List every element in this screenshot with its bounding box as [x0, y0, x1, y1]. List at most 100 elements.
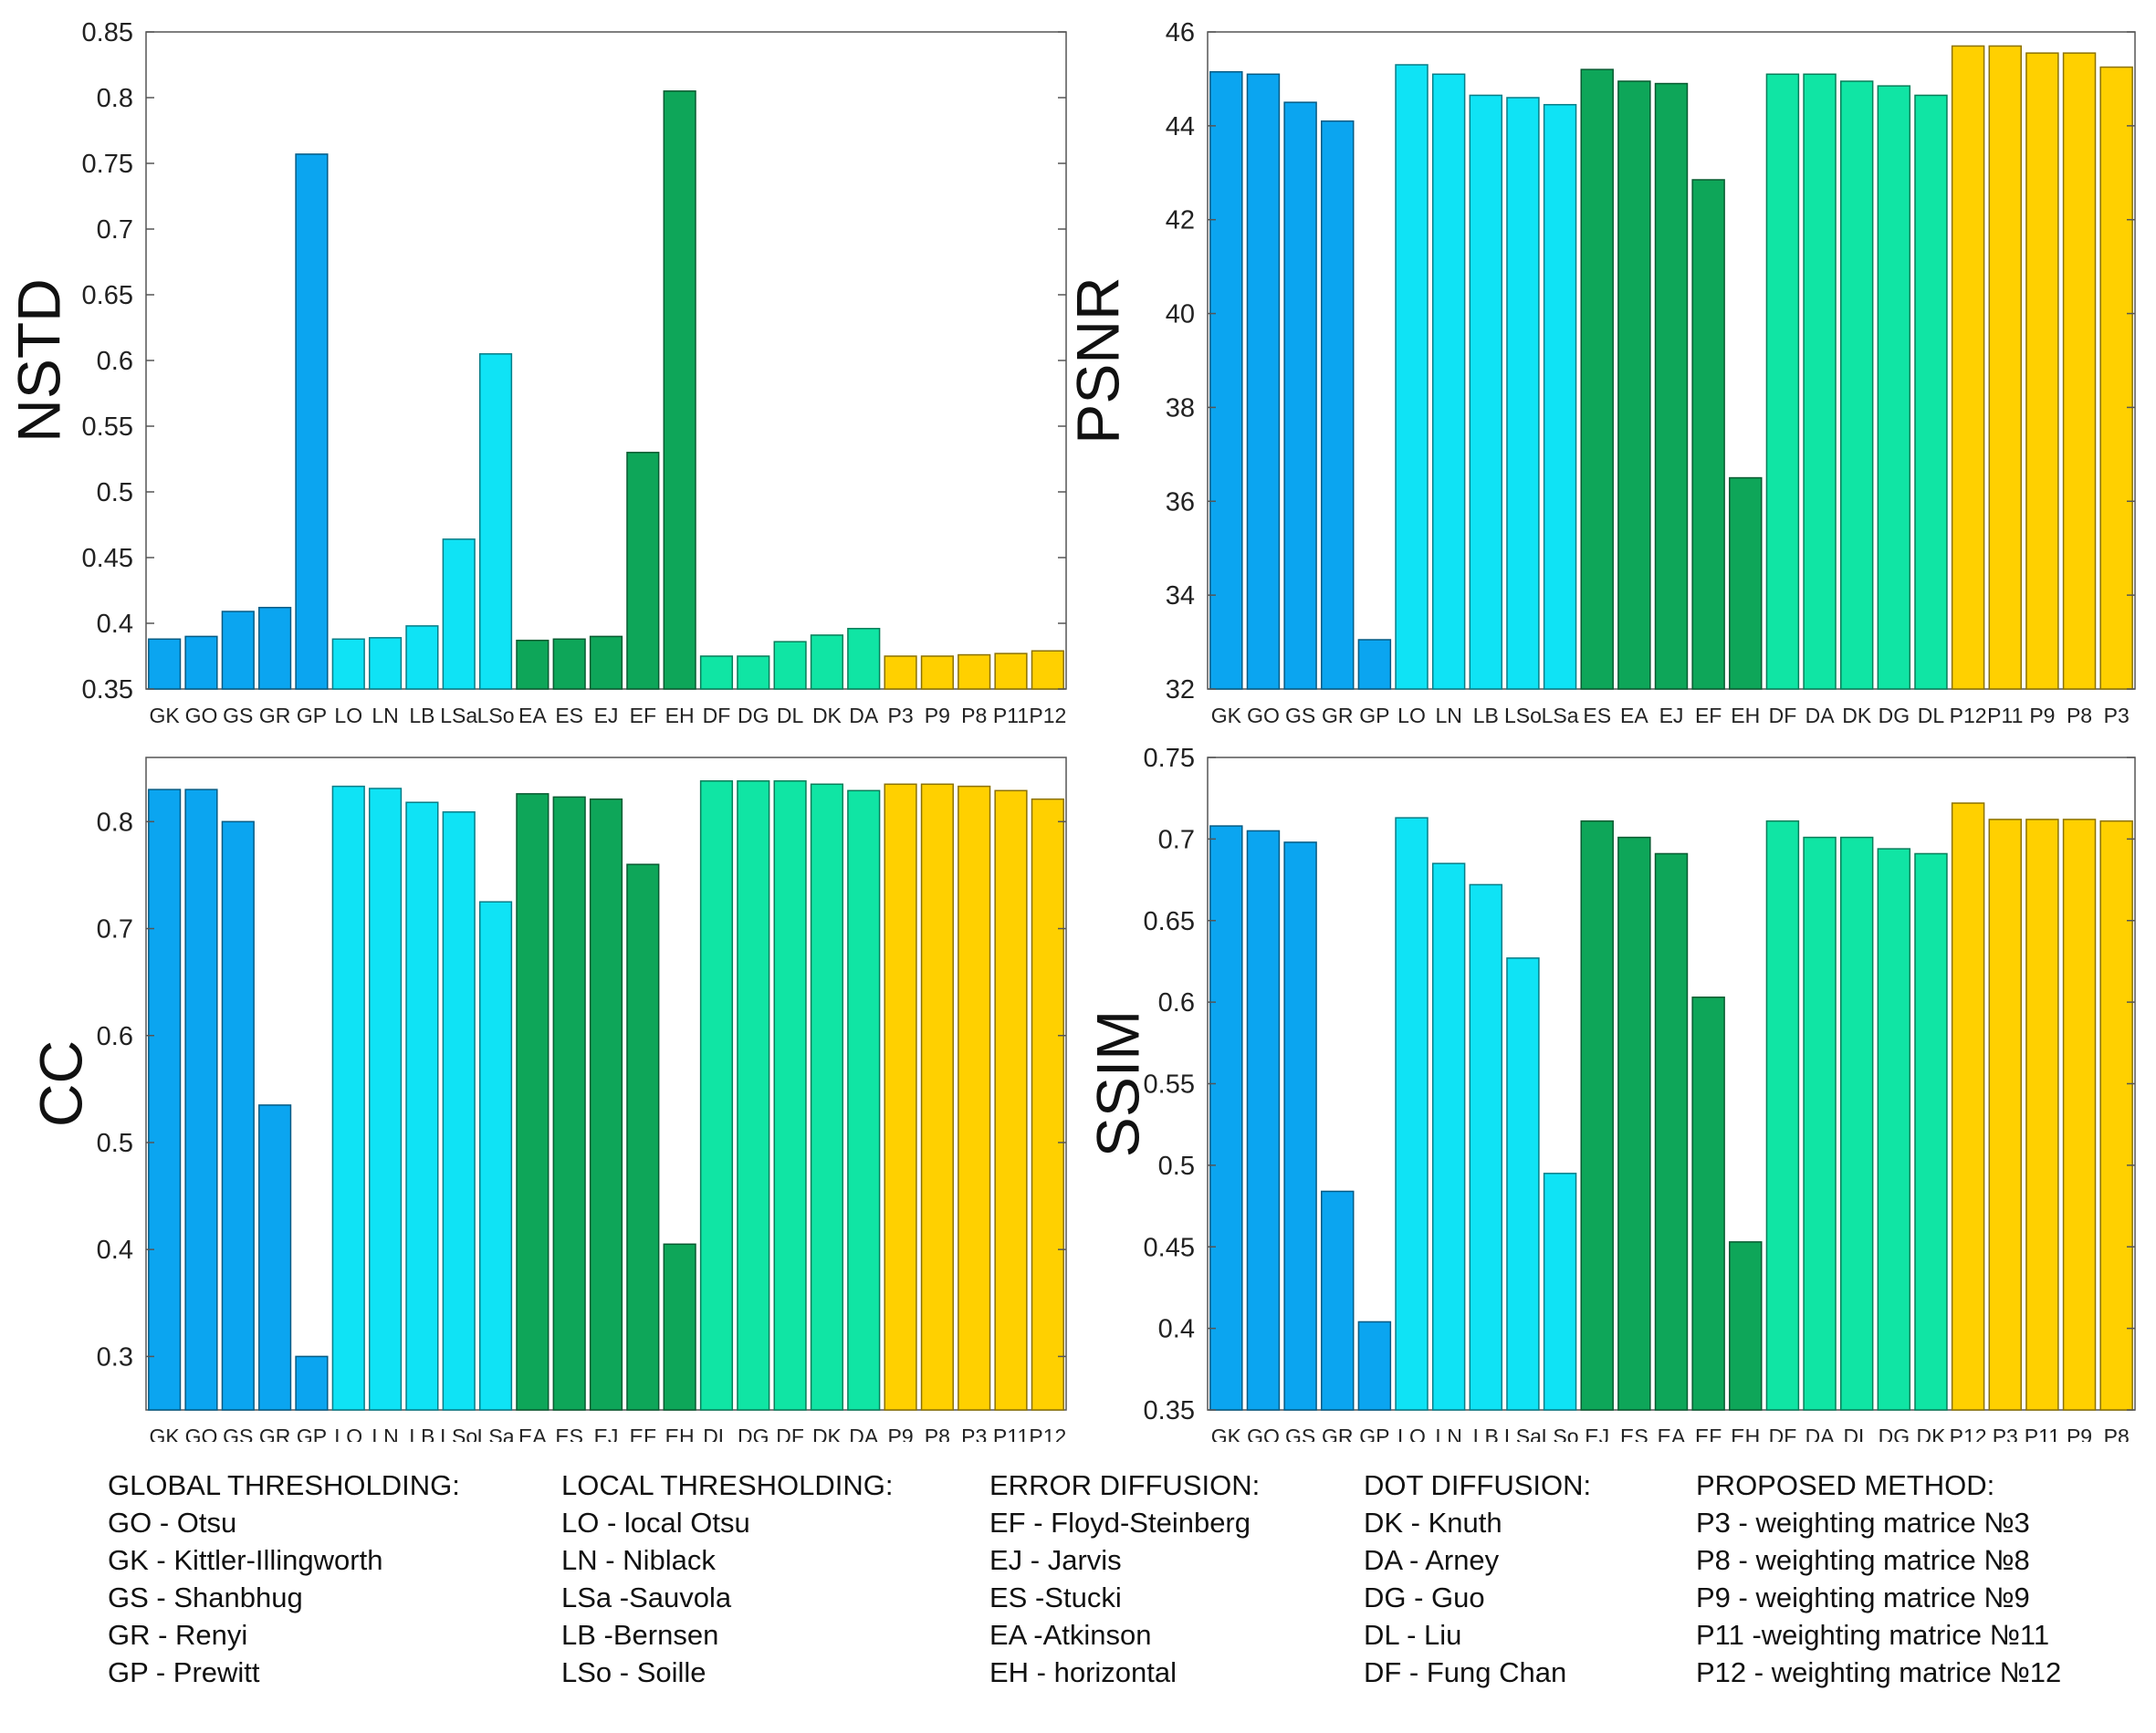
bar-DA: [1803, 73, 1837, 690]
bar-ES: [1580, 68, 1614, 690]
x-tick-label: P12: [1950, 1425, 1987, 1442]
bar-P11: [994, 652, 1028, 690]
legend-item: DF - Fung Chan: [1364, 1656, 1567, 1688]
bar-EA: [516, 793, 549, 1411]
bar-P11: [994, 789, 1028, 1411]
y-tick-label: 0.35: [82, 675, 133, 705]
bar-EH: [663, 90, 696, 690]
legend-item: P11 -weighting matrice №11: [1696, 1619, 2050, 1651]
x-tick-label: EF: [630, 1425, 656, 1442]
bar-P3: [958, 785, 991, 1411]
bar-LN: [1431, 73, 1466, 690]
bar-GS: [1283, 841, 1317, 1411]
y-tick-label: 0.55: [82, 412, 133, 442]
bar-LB: [1469, 94, 1503, 690]
plot-area: [145, 31, 1067, 690]
x-tick-label: GK: [1211, 1425, 1242, 1442]
x-tick-label: GR: [1322, 1425, 1354, 1442]
legend-heading-error: ERROR DIFFUSION:: [989, 1469, 1261, 1501]
legend: GLOBAL THRESHOLDING: GO - Otsu GK - Kitt…: [0, 1467, 2156, 1722]
bar-EJ: [589, 798, 623, 1411]
legend-item: GK - Kittler-Illingworth: [108, 1544, 383, 1576]
x-tick-label: GP: [1359, 704, 1389, 727]
y-tick-label: 0.4: [97, 1236, 133, 1265]
bar-GP: [1357, 1321, 1392, 1411]
x-tick-label: GS: [223, 704, 253, 727]
x-tick-label: EA: [1658, 1425, 1686, 1442]
bar-LB: [405, 801, 439, 1411]
bar-EH: [1729, 476, 1763, 690]
bar-GO: [184, 788, 218, 1411]
x-tick-label: LSa: [1504, 1425, 1542, 1442]
x-tick-label: GK: [150, 704, 181, 727]
bar-P3: [2099, 66, 2133, 690]
legend-item: P9 - weighting matrice №9: [1696, 1582, 2030, 1613]
legend-heading-dot: DOT DIFFUSION:: [1364, 1469, 1592, 1501]
legend-item: P3 - weighting matrice №3: [1696, 1507, 2030, 1539]
y-tick-label: 0.6: [97, 347, 133, 376]
legend-error: ERROR DIFFUSION: EF - Floyd-Steinberg EJ…: [989, 1467, 1260, 1691]
chart-nstd: 0.35 0.4 0.45 0.5 0.55 0.6 0.65 0.7 0.75 0.8 0.85 G…: [5, 18, 1067, 727]
x-tick-label: LSo: [1504, 704, 1542, 727]
bar-EA: [1654, 852, 1689, 1411]
x-tick-label: P8: [2067, 704, 2092, 727]
x-tick-label: P11: [993, 1425, 1029, 1442]
bar-P8: [920, 783, 954, 1411]
x-tick-label: GO: [185, 704, 218, 727]
bar-DF: [1765, 73, 1800, 690]
y-tick-label: 0.4: [97, 610, 133, 639]
x-tick-label: P11: [993, 704, 1029, 727]
bar-DG: [1877, 85, 1911, 690]
charts-figure: 0.35 0.4 0.45 0.5 0.55 0.6 0.65 0.7 0.75 0.8 0.85 G…: [5, 18, 2136, 1442]
legend-item: P8 - weighting matrice №8: [1696, 1544, 2030, 1576]
x-tick-label: EA: [518, 704, 547, 727]
bar-EF: [626, 452, 660, 690]
bar-EJ: [1654, 82, 1689, 690]
x-tick-label: EH: [1731, 704, 1760, 727]
y-tick-label: 40: [1166, 300, 1195, 329]
bar-EF: [1691, 997, 1725, 1411]
x-tick-label: P12: [1950, 704, 1987, 727]
legend-item: EF - Floyd-Steinberg: [989, 1507, 1251, 1539]
x-tick-label: GP: [297, 1425, 327, 1442]
bar-LO: [331, 785, 365, 1411]
bar-DK: [810, 634, 844, 690]
bar-P11: [2025, 819, 2059, 1411]
x-tick-label: DF: [1769, 1425, 1797, 1442]
bar-LSo: [478, 353, 513, 690]
x-tick-label: LB: [1473, 704, 1499, 727]
bar-DA: [847, 789, 881, 1411]
bar-GK: [1209, 70, 1243, 690]
bar-P3: [1988, 819, 2022, 1411]
x-tick-label: LN: [372, 704, 398, 727]
y-tick-label: 38: [1166, 393, 1195, 423]
y-tick-label: 0.45: [82, 544, 133, 573]
x-tick-label: DF: [703, 704, 731, 727]
y-tick-label: 0.5: [97, 1129, 133, 1158]
y-tick-label: 0.4: [1158, 1315, 1195, 1344]
x-tick-label: P3: [2104, 704, 2130, 727]
x-tick-label: P9: [887, 1425, 913, 1442]
bar-GS: [221, 611, 255, 690]
bar-GO: [184, 635, 218, 690]
x-tick-label: GK: [150, 1425, 181, 1442]
y-tick-label: 0.5: [1158, 1152, 1195, 1181]
x-tick-label: ES: [1620, 1425, 1648, 1442]
y-tick-label: 0.7: [97, 215, 133, 245]
bar-GR: [1321, 1190, 1355, 1411]
chart-ssim: 0.35 0.4 0.45 0.5 0.55 0.6 0.65 0.7 0.75 GK GO GS GR…: [1083, 744, 2136, 1442]
y-tick-label: 0.8: [97, 84, 133, 113]
y-tick-label: 46: [1166, 18, 1195, 47]
x-tick-label: P3: [887, 704, 913, 727]
x-tick-label: P9: [2067, 1425, 2092, 1442]
x-tick-label: GS: [223, 1425, 253, 1442]
legend-item: DA - Arney: [1364, 1544, 1500, 1576]
x-tick-label: DK: [1917, 1425, 1947, 1442]
legend-heading-local: LOCAL THRESHOLDING:: [561, 1469, 894, 1501]
bar-P9: [2025, 52, 2059, 690]
bar-EH: [1729, 1241, 1763, 1411]
bar-GO: [1246, 830, 1281, 1411]
x-tick-label: EJ: [1585, 1425, 1609, 1442]
chart-cc: 0.3 0.4 0.5 0.6 0.7 0.8 GK GO GS GR GP LO LN LB LSo LSa…: [26, 757, 1067, 1442]
y-axis-title: NSTD: [5, 278, 72, 443]
